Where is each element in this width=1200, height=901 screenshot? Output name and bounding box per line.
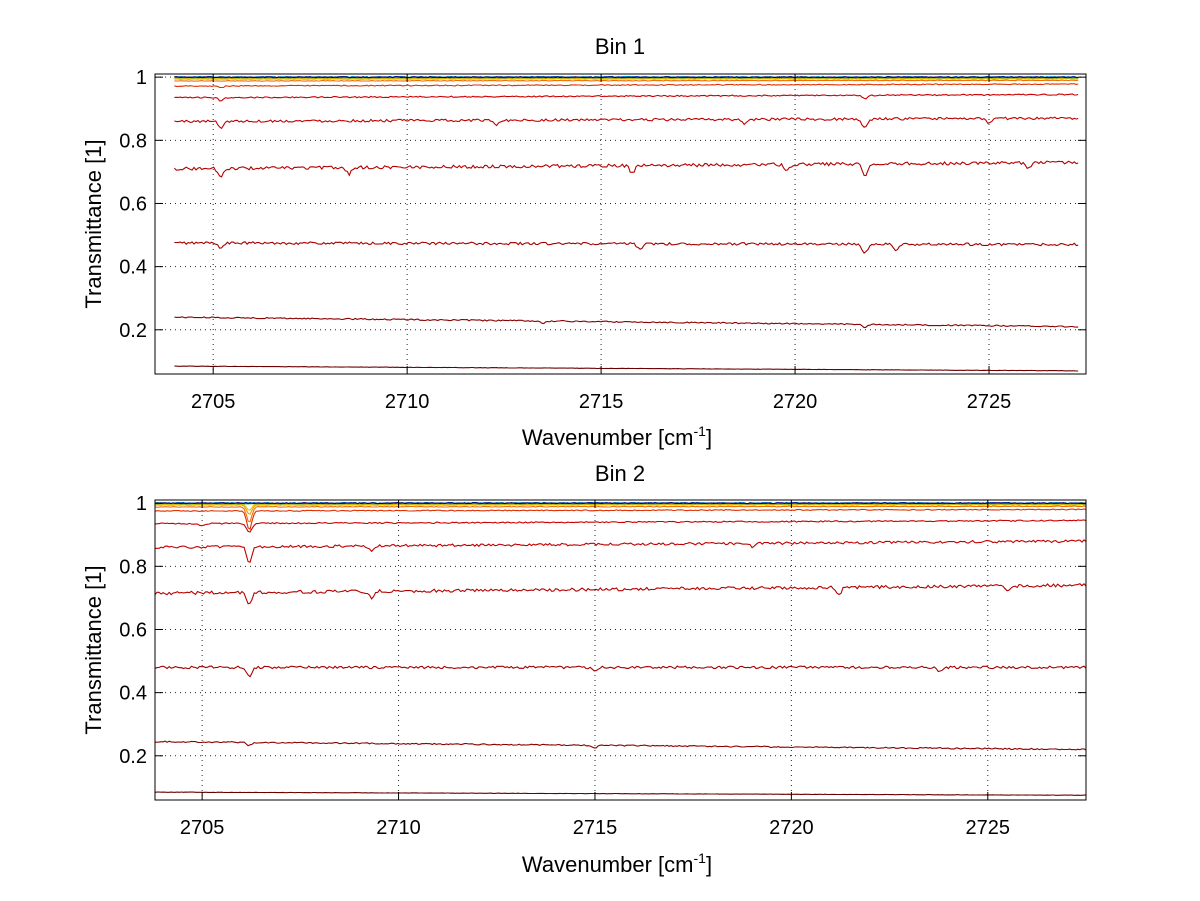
x-tick-label: 2725 (966, 817, 1011, 839)
series-line (174, 83, 1079, 89)
series-line (154, 665, 1087, 678)
x-tick-label: 2725 (967, 391, 1012, 413)
y-tick-label: 0.6 (119, 619, 147, 641)
y-tick-label: 0.4 (119, 257, 147, 279)
y-tick-label: 0.6 (119, 193, 147, 215)
x-tick-label: 2715 (579, 391, 624, 413)
x-tick-label: 2705 (180, 817, 225, 839)
x-tick-label: 2715 (573, 817, 618, 839)
y-tick-label: 0.2 (119, 746, 147, 768)
series-line (154, 539, 1087, 563)
plot-frame (154, 73, 1087, 375)
plot-frame (154, 499, 1087, 801)
series-line (174, 93, 1079, 102)
y-tick-label: 0.8 (119, 556, 147, 578)
y-tick-label: 0.8 (119, 130, 147, 152)
series-layer (154, 501, 1087, 796)
y-axis-label: Transmittance [1] (81, 565, 106, 734)
series-layer (174, 75, 1079, 372)
series-line (174, 79, 1079, 82)
series-line (155, 505, 1087, 523)
y-axis-label: Transmittance [1] (81, 139, 106, 308)
series-line (155, 740, 1087, 751)
series-line (174, 160, 1079, 178)
x-axis-label: Wavenumber [cm-1] (522, 850, 712, 877)
grid-lines (155, 500, 1086, 800)
chart-title: Bin 1 (595, 34, 645, 59)
y-tick-label: 0.4 (119, 683, 147, 705)
series-line (174, 365, 1079, 372)
x-axis-label: Wavenumber [cm-1] (522, 423, 712, 450)
chart-title: Bin 2 (595, 461, 645, 486)
x-tick-label: 2705 (191, 391, 236, 413)
x-tick-label: 2710 (385, 391, 430, 413)
series-line (174, 77, 1079, 80)
series-line (154, 502, 1087, 505)
x-tick-label: 2720 (769, 817, 814, 839)
series-line (174, 116, 1079, 130)
series-line (154, 508, 1087, 530)
series-line (174, 76, 1079, 79)
x-tick-label: 2710 (376, 817, 421, 839)
tick-layer: 2705 2710 2715 2720 2725 0.2 0.4 0.6 0.8 1 (119, 493, 1086, 839)
series-line (154, 582, 1087, 605)
series-line (154, 519, 1087, 533)
tick-layer: 2705 2710 2715 2720 2725 0.2 0.4 0.6 0.8 1 (119, 67, 1086, 413)
y-tick-label: 1 (136, 67, 147, 89)
y-tick-label: 1 (136, 493, 147, 515)
series-line (174, 316, 1079, 329)
series-line (154, 791, 1086, 796)
series-line (174, 241, 1079, 254)
chart-bin-1: Bin 1 2705 2710 2715 2720 27250.20.40.60.81 … (81, 34, 1087, 450)
y-tick-label: 0.2 (119, 320, 147, 342)
chart-bin-2: Bin 2 2705 2710 2715 2720 27250.20.40.60.81 … (81, 461, 1087, 877)
x-tick-label: 2720 (773, 391, 818, 413)
